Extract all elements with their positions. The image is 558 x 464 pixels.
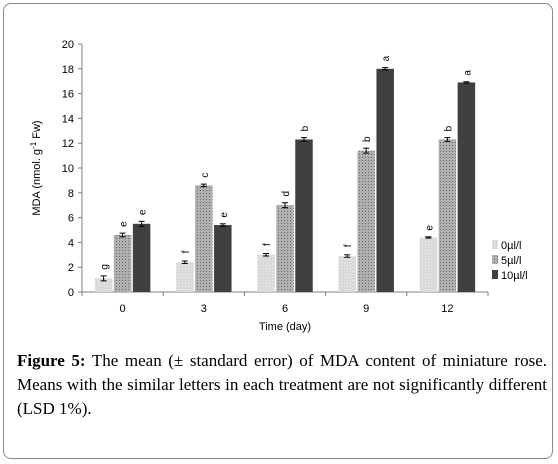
bar	[257, 254, 275, 292]
y-tick-label: 0	[68, 287, 74, 299]
bar	[113, 234, 132, 292]
bar	[376, 68, 394, 292]
bar	[438, 139, 457, 292]
y-axis-label: MDA (nmol. g-1 Fw)	[29, 120, 43, 215]
caption-label: Figure 5:	[17, 351, 86, 370]
bar	[457, 82, 476, 292]
significance-letter: a	[381, 55, 392, 61]
bar-chart: 0 2 4 6 8 10 12 14 16 18 20 g e e 0 f c e 3 f d b 6 f b a 9 e b a 12 Ti…	[29, 39, 528, 333]
significance-letter: b	[300, 125, 311, 131]
significance-letter: c	[200, 173, 211, 178]
chart-area: 0 2 4 6 8 10 12 14 16 18 20 g e e 0 f c e 3 f d b 6 f b a 9 e b a 12 Ti…	[10, 9, 548, 345]
y-tick-label: 10	[62, 163, 74, 175]
bar	[214, 225, 232, 292]
x-tick-label: 12	[441, 303, 453, 315]
y-axis-label-main: MDA (nmol. g	[31, 149, 43, 216]
significance-letter: e	[219, 212, 230, 218]
significance-letter: b	[362, 136, 373, 142]
x-tick-label: 9	[363, 303, 369, 315]
legend-label: 10µl/l	[501, 270, 528, 282]
legend-label: 5µl/l	[501, 255, 521, 267]
y-tick-label: 4	[68, 237, 74, 249]
figure-caption: Figure 5: The mean (± standard error) of…	[17, 349, 547, 421]
significance-letter: g	[100, 264, 111, 270]
bar	[338, 256, 356, 292]
significance-letter: b	[443, 125, 454, 131]
bar	[295, 139, 313, 292]
bar	[357, 150, 375, 292]
y-tick-label: 16	[62, 89, 74, 101]
y-tick-label: 8	[68, 188, 74, 200]
y-tick-label: 18	[62, 64, 74, 76]
significance-letter: e	[424, 225, 435, 231]
bar	[195, 185, 213, 292]
x-axis-label: Time (day)	[259, 321, 311, 333]
significance-letter: f	[262, 243, 273, 246]
bar	[94, 278, 113, 292]
y-tick-label: 14	[62, 113, 74, 125]
legend-swatch	[492, 240, 498, 249]
significance-letter: f	[343, 244, 354, 247]
bar	[419, 237, 438, 292]
figure-frame: 0 2 4 6 8 10 12 14 16 18 20 g e e 0 f c e 3 f d b 6 f b a 9 e b a 12 Ti…	[3, 3, 553, 459]
bar	[276, 205, 294, 292]
y-tick-label: 12	[62, 138, 74, 150]
y-axis-label-tail: Fw)	[31, 120, 43, 141]
y-axis-label-superscript: -1	[29, 141, 38, 149]
significance-letter: f	[181, 250, 192, 253]
significance-letter: e	[119, 221, 130, 227]
x-tick-label: 0	[120, 303, 126, 315]
y-tick-label: 20	[62, 39, 74, 51]
x-tick-label: 3	[201, 303, 207, 315]
caption-text: The mean (± standard error) of MDA conte…	[17, 351, 547, 418]
y-tick-label: 2	[68, 262, 74, 274]
legend-swatch	[492, 255, 498, 264]
legend-swatch	[492, 270, 498, 279]
x-tick-label: 6	[282, 303, 288, 315]
significance-letter: e	[138, 209, 149, 215]
y-tick-label: 6	[68, 213, 74, 225]
legend-label: 0µl/l	[501, 240, 521, 252]
significance-letter: a	[462, 70, 473, 76]
bar	[176, 262, 194, 292]
significance-letter: d	[281, 191, 292, 197]
bar	[132, 223, 151, 292]
